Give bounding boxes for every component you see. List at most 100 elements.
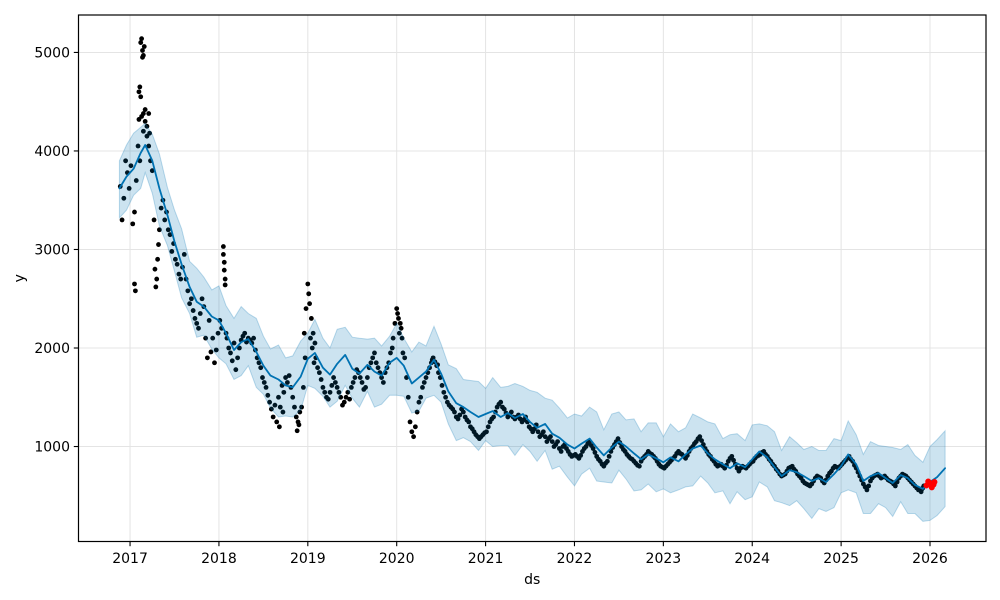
actual-data-point — [892, 483, 898, 489]
actual-data-point — [457, 412, 463, 418]
actual-data-point — [151, 217, 157, 223]
actual-data-point — [485, 424, 491, 430]
actual-data-point — [345, 389, 351, 395]
actual-data-point — [411, 434, 416, 440]
y-tick-label: 4000 — [34, 144, 70, 160]
actual-data-point — [121, 195, 127, 201]
actual-data-point — [452, 409, 457, 415]
x-axis-label: ds — [524, 572, 540, 588]
x-tick-label: 2026 — [912, 551, 948, 567]
actual-data-point — [141, 44, 147, 49]
actual-data-point — [196, 325, 201, 331]
actual-data-point — [140, 48, 145, 53]
actual-data-point — [368, 360, 374, 366]
x-tick-label: 2019 — [290, 551, 326, 567]
actual-data-point — [172, 256, 178, 262]
actual-data-point — [590, 446, 596, 451]
actual-data-point — [276, 394, 281, 400]
actual-data-point — [215, 330, 221, 336]
actual-data-point — [132, 281, 137, 287]
actual-data-point — [142, 107, 148, 112]
actual-data-point — [154, 276, 160, 282]
actual-data-point — [364, 375, 370, 380]
actual-data-point — [142, 119, 148, 124]
actual-data-point — [412, 424, 418, 430]
actual-data-point — [276, 424, 282, 430]
actual-data-point — [229, 358, 235, 364]
actual-data-point — [208, 349, 214, 355]
actual-data-point — [542, 434, 548, 440]
actual-data-point — [460, 409, 466, 415]
actual-data-point — [135, 143, 141, 149]
actual-data-point — [267, 399, 272, 405]
actual-data-point — [421, 380, 427, 385]
actual-data-point — [322, 389, 328, 395]
actual-data-point — [439, 383, 445, 388]
actual-data-point — [540, 429, 546, 435]
actual-data-point — [399, 335, 405, 341]
actual-data-point — [455, 416, 461, 422]
actual-data-point — [133, 178, 139, 183]
actual-data-point — [357, 375, 363, 380]
actual-data-point — [137, 84, 143, 90]
y-tick-label: 2000 — [34, 341, 70, 357]
actual-data-point — [206, 318, 212, 323]
actual-data-point — [290, 394, 296, 400]
actual-data-point — [306, 291, 312, 297]
actual-data-point — [418, 394, 424, 400]
actual-data-point — [128, 163, 134, 169]
actual-data-point — [236, 345, 242, 351]
actual-data-point — [274, 419, 280, 425]
actual-data-point — [156, 242, 161, 247]
actual-data-point — [400, 350, 406, 356]
actual-data-point — [222, 276, 228, 282]
actual-data-point — [136, 89, 142, 95]
actual-data-point — [220, 252, 226, 257]
actual-data-point — [866, 483, 872, 489]
actual-data-point — [199, 296, 205, 302]
actual-data-point — [222, 282, 228, 288]
actual-data-point — [636, 463, 642, 469]
actual-data-point — [308, 335, 313, 341]
actual-data-point — [729, 453, 735, 459]
actual-data-point — [138, 40, 144, 45]
actual-data-point — [491, 414, 496, 420]
actual-data-point — [379, 375, 384, 380]
actual-data-point — [359, 380, 365, 385]
actual-data-point — [136, 117, 142, 122]
actual-data-point — [592, 450, 598, 455]
actual-data-point — [210, 335, 216, 341]
actual-data-point — [332, 380, 338, 385]
actual-data-point — [498, 399, 504, 405]
actual-data-point — [388, 350, 393, 356]
actual-data-point — [315, 365, 320, 371]
actual-data-point — [443, 394, 448, 400]
actual-data-point — [152, 266, 158, 272]
actual-data-point — [299, 404, 304, 410]
actual-data-point — [144, 123, 150, 129]
actual-data-point — [501, 406, 507, 412]
actual-data-point — [226, 345, 232, 351]
actual-data-point — [405, 394, 411, 400]
actual-data-point — [277, 404, 283, 410]
actual-data-point — [261, 380, 267, 385]
actual-data-point — [280, 409, 286, 415]
actual-data-point — [231, 340, 237, 346]
actual-data-point — [123, 158, 129, 164]
actual-data-point — [392, 320, 398, 326]
actual-data-point — [138, 94, 144, 100]
actual-data-point — [281, 389, 287, 395]
actual-data-point — [864, 487, 870, 493]
actual-data-point — [221, 267, 227, 273]
actual-data-point — [373, 360, 379, 366]
x-tick-label: 2022 — [557, 551, 593, 567]
forecast-line — [118, 144, 946, 490]
actual-data-point — [606, 453, 612, 459]
x-tick-label: 2023 — [646, 551, 682, 567]
actual-data-point — [548, 434, 553, 440]
actual-data-point — [132, 209, 137, 215]
actual-data-point — [380, 380, 386, 385]
actual-data-point — [699, 438, 704, 444]
actual-data-point — [325, 396, 331, 402]
actual-data-point — [312, 340, 318, 346]
